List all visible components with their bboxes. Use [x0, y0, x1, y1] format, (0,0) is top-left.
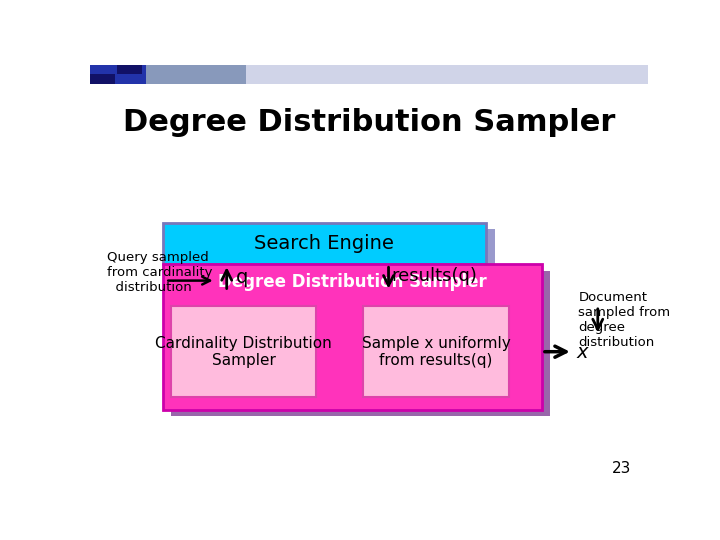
Bar: [90, 65, 145, 84]
Text: Sample x uniformly
from results(q): Sample x uniformly from results(q): [361, 335, 510, 368]
Text: q: q: [236, 268, 248, 287]
Bar: [117, 65, 142, 75]
Bar: [163, 223, 486, 265]
Bar: [163, 265, 542, 410]
Bar: [171, 229, 495, 271]
Bar: [171, 271, 550, 416]
Text: Search Engine: Search Engine: [254, 234, 395, 253]
Bar: [364, 306, 508, 397]
Text: Query sampled
from cardinality
  distribution: Query sampled from cardinality distribut…: [107, 251, 212, 294]
Bar: [90, 65, 246, 84]
Text: results(q): results(q): [392, 267, 477, 285]
Text: Document
sampled from
degree
distribution: Document sampled from degree distributio…: [578, 292, 670, 349]
Bar: [90, 65, 648, 84]
Text: Cardinality Distribution
Sampler: Cardinality Distribution Sampler: [155, 335, 332, 368]
Text: Degree Distribution Sampler: Degree Distribution Sampler: [218, 273, 487, 291]
Text: Degree Distribution Sampler: Degree Distribution Sampler: [124, 109, 616, 138]
Text: 23: 23: [612, 462, 631, 476]
Bar: [90, 75, 115, 84]
Bar: [171, 306, 316, 397]
Text: x: x: [577, 343, 588, 362]
